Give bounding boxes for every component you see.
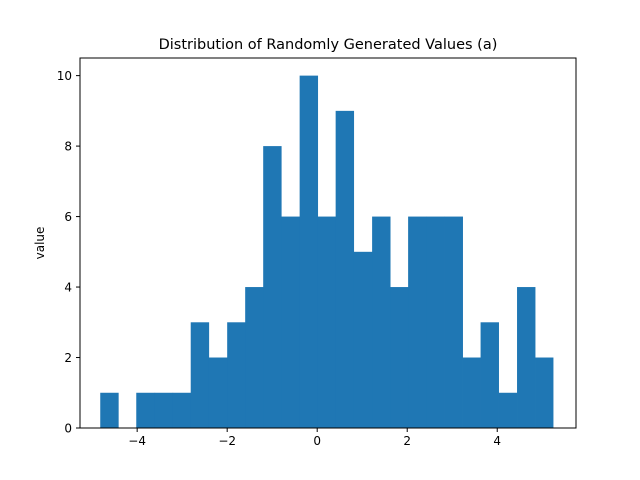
y-tick-label: 10 [57, 69, 72, 83]
x-tick-label: −4 [128, 434, 146, 448]
histogram-bar-16 [390, 287, 409, 428]
chart-title: Distribution of Randomly Generated Value… [159, 37, 498, 53]
histogram-bar-4 [172, 392, 192, 428]
histogram-bar-5 [190, 322, 210, 428]
histogram-bar-0 [100, 392, 119, 428]
histogram-bar-9 [263, 146, 282, 428]
histogram-bar-13 [335, 110, 355, 429]
y-tick-label: 4 [64, 281, 72, 295]
histogram-bar-2 [136, 392, 156, 428]
histogram-bar-19 [444, 216, 463, 428]
histogram-bar-18 [426, 216, 445, 428]
histogram-bar-17 [408, 216, 427, 428]
histogram-bar-11 [299, 75, 319, 429]
y-tick-label: 2 [64, 351, 72, 365]
x-tick-label: −2 [218, 434, 236, 448]
x-tick-label: 0 [313, 434, 321, 448]
histogram-bar-15 [372, 216, 391, 428]
y-tick-label: 8 [64, 140, 72, 154]
y-tick-label: 0 [64, 422, 72, 436]
histogram-bar-8 [245, 287, 264, 428]
x-axis: −4 −2 0 2 4 [128, 428, 501, 448]
y-tick-label: 6 [64, 210, 72, 224]
plot-area-frame [79, 57, 577, 429]
histogram-bar-14 [353, 251, 373, 428]
histogram-bar-10 [281, 216, 301, 428]
x-tick-label: 4 [493, 434, 501, 448]
histogram-bars [100, 75, 554, 429]
histogram-bar-22 [498, 392, 518, 428]
y-axis: 0 2 4 6 8 10 [57, 69, 80, 436]
y-axis-label: value [33, 227, 47, 260]
histogram-bar-24 [535, 357, 554, 428]
histogram-bar-3 [154, 392, 174, 428]
histogram-bar-20 [462, 357, 481, 428]
histogram-bar-12 [317, 216, 337, 428]
histogram-bar-7 [227, 322, 246, 428]
histogram-bar-23 [517, 287, 536, 428]
histogram-bar-21 [480, 322, 499, 428]
x-tick-label: 2 [403, 434, 411, 448]
histogram-bar-6 [208, 357, 228, 428]
